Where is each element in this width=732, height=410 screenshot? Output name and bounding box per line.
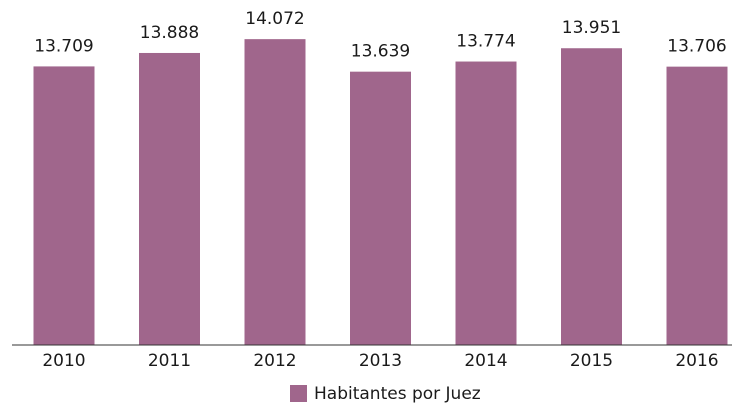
value-label: 13.639 xyxy=(351,42,410,62)
value-label: 13.709 xyxy=(34,36,93,56)
bar xyxy=(561,48,622,346)
bar xyxy=(666,66,728,346)
legend-swatch xyxy=(290,385,307,402)
bar xyxy=(139,52,200,346)
bar xyxy=(33,66,95,345)
x-tick-label: 2010 xyxy=(42,351,85,371)
x-tick-label: 2011 xyxy=(148,351,191,371)
value-label: 13.888 xyxy=(140,23,199,43)
value-label: 13.951 xyxy=(562,18,621,38)
x-tick-label: 2015 xyxy=(570,351,613,371)
value-label: 14.072 xyxy=(245,9,304,29)
x-tick-label: 2012 xyxy=(253,351,296,371)
bar xyxy=(455,61,517,345)
bar xyxy=(244,39,306,346)
x-tick-label: 2013 xyxy=(359,351,402,371)
x-tick-label: 2014 xyxy=(464,351,507,371)
value-label: 13.774 xyxy=(456,32,515,52)
bar xyxy=(350,71,411,346)
x-tick-label: 2016 xyxy=(675,351,718,371)
value-label: 13.706 xyxy=(667,37,726,57)
legend-label: Habitantes por Juez xyxy=(314,384,481,404)
